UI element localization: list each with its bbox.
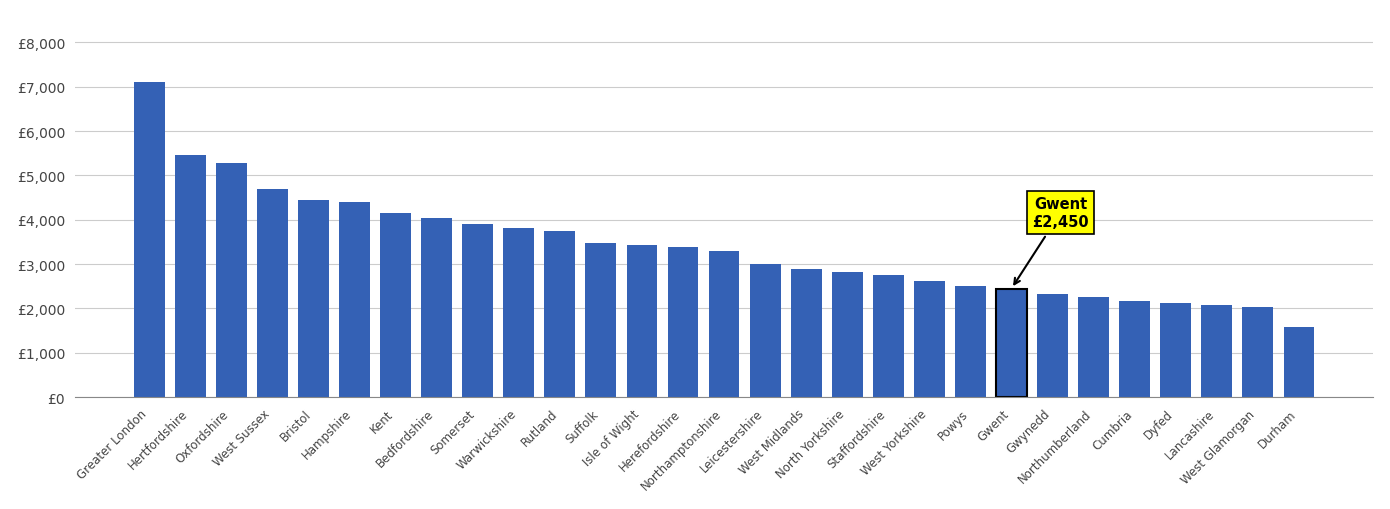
Bar xyxy=(831,273,863,398)
Bar xyxy=(1243,307,1273,398)
Bar xyxy=(585,243,616,398)
Bar xyxy=(545,232,575,398)
Bar xyxy=(1161,303,1191,398)
Text: Gwent
£2,450: Gwent £2,450 xyxy=(1015,197,1090,285)
Bar xyxy=(709,251,739,398)
Bar xyxy=(463,225,493,398)
Bar xyxy=(1079,298,1109,398)
Bar xyxy=(133,83,164,398)
Bar xyxy=(379,214,411,398)
Bar xyxy=(955,287,986,398)
Bar xyxy=(297,201,329,398)
Bar xyxy=(1201,305,1232,398)
Bar xyxy=(627,246,657,398)
Bar xyxy=(1119,301,1150,398)
Bar xyxy=(503,229,534,398)
Bar xyxy=(915,281,945,398)
Bar xyxy=(1283,327,1315,398)
Bar xyxy=(873,276,904,398)
Bar xyxy=(339,203,370,398)
Bar xyxy=(791,269,821,398)
Bar xyxy=(421,218,452,398)
Bar xyxy=(1037,295,1068,398)
Bar xyxy=(997,289,1027,398)
Bar xyxy=(749,265,781,398)
Bar xyxy=(175,156,206,398)
Bar xyxy=(667,248,698,398)
Bar xyxy=(215,164,246,398)
Bar xyxy=(257,189,288,398)
